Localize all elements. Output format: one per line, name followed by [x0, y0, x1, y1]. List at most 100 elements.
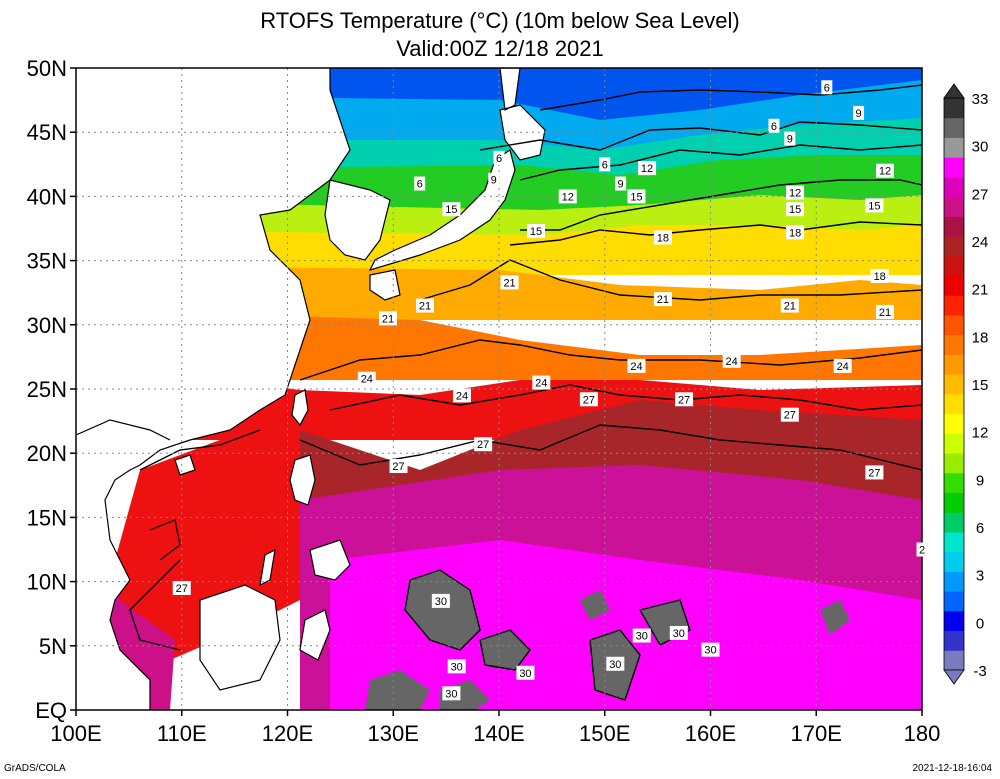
lat-tick-label: 10N: [27, 570, 67, 595]
svg-text:30: 30: [435, 596, 447, 608]
lon-tick-label: 170E: [791, 721, 842, 746]
contour-label: 2: [916, 542, 928, 557]
svg-text:6: 6: [602, 159, 608, 171]
land-palawan: [260, 550, 275, 585]
contour-label: 6: [768, 118, 780, 133]
svg-text:9: 9: [491, 175, 497, 187]
svg-text:24: 24: [361, 374, 373, 386]
colorbar-swatch: [944, 98, 964, 119]
svg-text:30: 30: [519, 668, 531, 680]
colorbar-swatch: [944, 255, 964, 277]
lon-tick-label: 150E: [579, 721, 630, 746]
contour-label: 15: [786, 202, 805, 217]
isotherm-lines: [129, 84, 922, 701]
map-title: RTOFS Temperature (°C) (10m below Sea Le…: [260, 8, 740, 33]
contour-label: 24: [833, 358, 852, 373]
longitude-labels: 100E 110E 120E 130E 140E 150E 160E 170E 180: [50, 710, 940, 746]
colorbar-swatch: [944, 472, 964, 493]
latitude-labels: EQ 5N 10N 15N 20N 25N 30N 35N 40N 45N 50N: [27, 56, 76, 723]
contour-label: 12: [786, 185, 805, 200]
svg-text:24: 24: [630, 361, 642, 373]
contour-label: 6: [414, 176, 426, 191]
contour-label: 15: [442, 202, 461, 217]
contour-label: 30: [442, 686, 461, 701]
colorbar-label: 3: [976, 568, 984, 585]
svg-text:30: 30: [704, 645, 716, 657]
contour-label: 30: [701, 642, 720, 657]
hot-pool-3: [480, 630, 530, 670]
svg-text:27: 27: [583, 394, 595, 406]
colorbar-swatch: [944, 275, 964, 296]
svg-text:27: 27: [392, 461, 404, 473]
land-korea: [325, 180, 390, 260]
contour-label: 21: [378, 311, 397, 326]
contour-label: 24: [722, 353, 741, 368]
svg-text:24: 24: [535, 378, 547, 390]
lon-tick-label: 140E: [473, 721, 524, 746]
svg-text:6: 6: [417, 179, 423, 191]
colorbar-swatch: [944, 334, 964, 355]
svg-text:18: 18: [657, 232, 669, 244]
contour-label: 27: [780, 407, 799, 422]
colorbar-swatch: [944, 393, 964, 415]
contour-label: 30: [669, 625, 688, 640]
contour-label: 24: [627, 358, 646, 373]
hot-pool-1: [405, 570, 480, 650]
contour-label: 24: [452, 388, 471, 403]
colorbar-swatch: [944, 354, 964, 375]
colorbar-label: 9: [976, 472, 984, 489]
software-credit: GrADS/COLA: [4, 763, 66, 774]
lat-tick-label: 30N: [27, 313, 67, 338]
colorbar-swatch: [944, 216, 964, 237]
svg-text:9: 9: [855, 108, 861, 120]
svg-text:21: 21: [657, 294, 669, 306]
svg-text:21: 21: [419, 301, 431, 313]
svg-text:24: 24: [726, 356, 738, 368]
hot-pool-6: [580, 590, 610, 620]
svg-text:18: 18: [874, 271, 886, 283]
colorbar-swatch: [944, 176, 964, 198]
lon-tick-label: 180: [904, 721, 941, 746]
svg-text:9: 9: [787, 134, 793, 146]
svg-text:6: 6: [496, 153, 502, 165]
contour-label: 27: [675, 392, 694, 407]
contour-label: 6: [821, 80, 833, 95]
colorbar-swatch: [944, 571, 964, 592]
colorbar-label: 30: [972, 139, 989, 156]
colorbar-swatch: [944, 591, 964, 612]
lat-tick-label: 45N: [27, 120, 67, 145]
colorbar-swatch: [944, 196, 964, 217]
contour-label: 27: [474, 437, 493, 452]
lat-tick-label: 15N: [27, 505, 67, 530]
colorbar-label: -3: [973, 663, 986, 680]
colorbar-label: 15: [972, 377, 989, 394]
contour-label: 30: [606, 656, 625, 671]
svg-text:30: 30: [451, 661, 463, 673]
lon-tick-label: 130E: [368, 721, 419, 746]
land-asia-mainland: [76, 68, 350, 710]
colorbar-label: 27: [972, 186, 989, 203]
colorbar-swatch: [944, 236, 964, 257]
map-valid-time: Valid:00Z 12/18 2021: [396, 36, 604, 61]
lat-tick-label: 25N: [27, 377, 67, 402]
svg-text:21: 21: [382, 313, 394, 325]
lon-tick-label: 120E: [262, 721, 313, 746]
colorbar-max-arrow: [943, 83, 965, 99]
svg-text:15: 15: [530, 226, 542, 238]
lon-tick-label: 160E: [685, 721, 736, 746]
land-japan-kyushu: [370, 270, 400, 300]
svg-text:15: 15: [630, 191, 642, 203]
contour-label: 15: [527, 224, 546, 239]
svg-text:21: 21: [784, 301, 796, 313]
colorbar-min-arrow: [943, 669, 965, 685]
contour-label: 27: [865, 465, 884, 480]
svg-text:9: 9: [618, 179, 624, 191]
land-mindanao: [310, 540, 350, 580]
contour-label: 6: [599, 157, 611, 172]
svg-text:21: 21: [503, 277, 515, 289]
lat-tick-label: EQ: [35, 698, 67, 723]
contour-label: 18: [870, 269, 889, 284]
svg-text:12: 12: [562, 191, 574, 203]
